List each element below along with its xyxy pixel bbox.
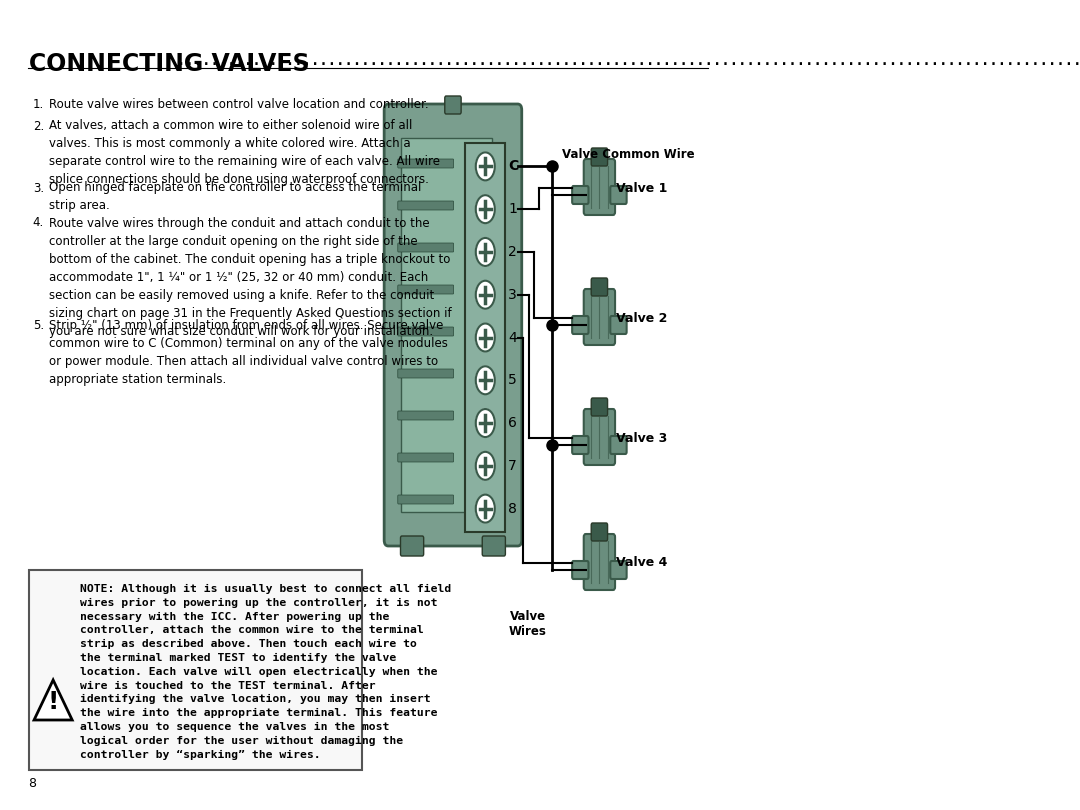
Text: 8: 8 [508, 501, 517, 516]
Text: Valve
Wires: Valve Wires [509, 610, 546, 638]
Text: 7: 7 [508, 458, 517, 473]
Text: allows you to sequence the valves in the most: allows you to sequence the valves in the… [80, 722, 390, 732]
FancyBboxPatch shape [610, 186, 626, 204]
FancyBboxPatch shape [591, 398, 608, 416]
Text: 2: 2 [508, 245, 517, 259]
FancyBboxPatch shape [397, 411, 454, 420]
Circle shape [476, 281, 495, 309]
FancyBboxPatch shape [397, 201, 454, 210]
FancyBboxPatch shape [397, 369, 454, 378]
FancyBboxPatch shape [572, 436, 589, 454]
Circle shape [476, 238, 495, 266]
Text: !: ! [48, 690, 58, 714]
Text: the terminal marked TEST to identify the valve: the terminal marked TEST to identify the… [80, 653, 396, 663]
Text: 1.: 1. [32, 98, 44, 111]
Text: 8: 8 [28, 777, 37, 790]
FancyBboxPatch shape [572, 561, 589, 579]
Circle shape [476, 152, 495, 181]
FancyBboxPatch shape [397, 159, 454, 168]
Text: identifying the valve location, you may then insert: identifying the valve location, you may … [80, 694, 431, 705]
FancyBboxPatch shape [572, 316, 589, 334]
Text: Strip ½" (13 mm) of insulation from ends of all wires. Secure valve
common wire : Strip ½" (13 mm) of insulation from ends… [49, 319, 448, 386]
FancyBboxPatch shape [401, 536, 423, 556]
FancyBboxPatch shape [572, 186, 589, 204]
Text: 5: 5 [508, 373, 517, 387]
Text: logical order for the user without damaging the: logical order for the user without damag… [80, 735, 404, 746]
FancyBboxPatch shape [401, 138, 491, 512]
FancyBboxPatch shape [445, 96, 461, 114]
FancyBboxPatch shape [610, 316, 626, 334]
Text: 5.: 5. [32, 319, 44, 332]
Text: Route valve wires between control valve location and controller.: Route valve wires between control valve … [49, 98, 429, 111]
FancyBboxPatch shape [591, 523, 608, 541]
FancyBboxPatch shape [583, 409, 616, 465]
Text: Valve 4: Valve 4 [617, 556, 667, 569]
Text: At valves, attach a common wire to either solenoid wire of all
valves. This is m: At valves, attach a common wire to eithe… [49, 120, 440, 186]
Text: 6: 6 [508, 416, 517, 430]
FancyBboxPatch shape [583, 159, 616, 215]
Text: ................................................................................: ........................................… [177, 54, 1080, 68]
Text: Valve 3: Valve 3 [617, 432, 667, 445]
Text: Route valve wires through the conduit and attach conduit to the
controller at th: Route valve wires through the conduit an… [49, 216, 451, 338]
FancyBboxPatch shape [583, 534, 616, 590]
Text: C: C [508, 160, 518, 173]
FancyBboxPatch shape [384, 104, 522, 546]
FancyBboxPatch shape [483, 536, 505, 556]
Circle shape [476, 409, 495, 437]
Text: 3.: 3. [32, 181, 44, 194]
Polygon shape [35, 680, 72, 720]
Text: 2.: 2. [32, 120, 44, 133]
Text: 4: 4 [508, 330, 517, 344]
FancyBboxPatch shape [397, 243, 454, 252]
Circle shape [476, 495, 495, 522]
FancyBboxPatch shape [610, 561, 626, 579]
Text: the wire into the appropriate terminal. This feature: the wire into the appropriate terminal. … [80, 708, 437, 718]
FancyBboxPatch shape [583, 289, 616, 345]
FancyBboxPatch shape [591, 278, 608, 296]
FancyBboxPatch shape [397, 285, 454, 294]
Text: Open hinged faceplate on the controller to access the terminal
strip area.: Open hinged faceplate on the controller … [49, 181, 421, 212]
Circle shape [476, 366, 495, 394]
Text: 1: 1 [508, 202, 517, 216]
FancyBboxPatch shape [465, 143, 505, 532]
Text: CONNECTING VALVES: CONNECTING VALVES [28, 52, 309, 76]
Text: necessary with the ICC. After powering up the: necessary with the ICC. After powering u… [80, 612, 390, 621]
Text: Valve 2: Valve 2 [617, 312, 667, 325]
Text: strip as described above. Then touch each wire to: strip as described above. Then touch eac… [80, 639, 417, 650]
Circle shape [476, 323, 495, 352]
Text: NOTE: Although it is usually best to connect all field: NOTE: Although it is usually best to con… [80, 584, 451, 594]
Text: 3: 3 [508, 288, 517, 301]
FancyBboxPatch shape [610, 436, 626, 454]
Text: wire is touched to the TEST terminal. After: wire is touched to the TEST terminal. Af… [80, 680, 376, 691]
FancyBboxPatch shape [28, 570, 363, 770]
Text: controller, attach the common wire to the terminal: controller, attach the common wire to th… [80, 625, 424, 635]
Circle shape [476, 195, 495, 224]
Text: controller by “sparking” the wires.: controller by “sparking” the wires. [80, 749, 321, 760]
Text: location. Each valve will open electrically when the: location. Each valve will open electrica… [80, 667, 437, 677]
FancyBboxPatch shape [397, 453, 454, 462]
Text: wires prior to powering up the controller, it is not: wires prior to powering up the controlle… [80, 598, 437, 608]
FancyBboxPatch shape [397, 327, 454, 336]
Text: Valve Common Wire: Valve Common Wire [562, 148, 694, 161]
FancyBboxPatch shape [397, 495, 454, 504]
FancyBboxPatch shape [591, 148, 608, 166]
Circle shape [476, 452, 495, 480]
Text: Valve 1: Valve 1 [617, 181, 667, 194]
Text: 4.: 4. [32, 216, 44, 229]
